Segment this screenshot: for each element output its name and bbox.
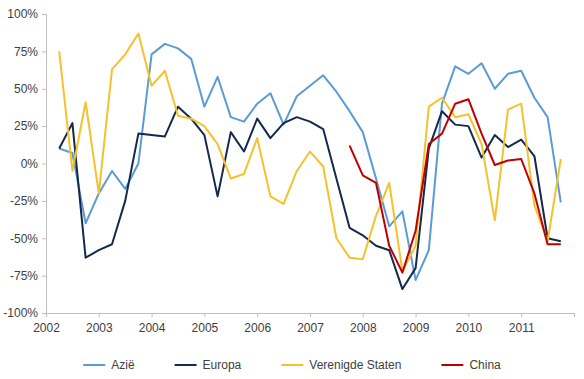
tick-label: 2005 xyxy=(192,321,219,335)
legend-swatch xyxy=(175,364,197,366)
lines xyxy=(59,33,561,289)
plot-area: -100% -75% -50% -25% 0% 25% 50% 75% 100% 2002 2003… xyxy=(3,7,574,334)
tick-label: 100% xyxy=(7,7,38,21)
tick: 2006 xyxy=(244,313,271,335)
legend: Azië Europa Verenigde Staten China xyxy=(83,358,501,372)
legend-label: Europa xyxy=(203,358,242,372)
legend-label: Verenigde Staten xyxy=(309,358,401,372)
tick-mark xyxy=(42,313,46,314)
tick: -50% xyxy=(10,232,46,246)
tick: 2008 xyxy=(350,313,377,335)
tick-label: 50% xyxy=(14,82,38,96)
tick: 2005 xyxy=(192,313,219,335)
tick: -25% xyxy=(10,194,46,208)
tick: 50% xyxy=(14,82,46,96)
tick: -75% xyxy=(10,269,46,283)
tick-label: 75% xyxy=(14,45,38,59)
tick-mark xyxy=(46,313,47,317)
tick: 0% xyxy=(21,157,46,171)
tick-label: 2002 xyxy=(33,321,60,335)
series-line xyxy=(59,107,561,289)
tick-label: 2004 xyxy=(139,321,166,335)
tick-mark xyxy=(99,313,100,317)
chart: -100% -75% -50% -25% 0% 25% 50% 75% 100% 2002 2003… xyxy=(0,0,584,379)
tick-label: 2009 xyxy=(403,321,430,335)
tick: 2003 xyxy=(86,313,113,335)
legend-swatch xyxy=(441,364,463,366)
legend-item: Europa xyxy=(175,358,242,372)
tick: 2004 xyxy=(139,313,166,335)
tick: 2010 xyxy=(456,313,483,335)
tick-label: 2011 xyxy=(509,321,535,335)
tick-mark xyxy=(42,126,46,127)
tick-label: -25% xyxy=(10,194,38,208)
tick-mark xyxy=(416,313,417,317)
tick-label: 2007 xyxy=(297,321,324,335)
tick-mark xyxy=(363,313,364,317)
axis-line xyxy=(42,15,47,314)
tick: 100% xyxy=(7,7,46,21)
tick-mark xyxy=(42,238,46,239)
tick-mark xyxy=(42,164,46,165)
tick-label: 2010 xyxy=(456,321,483,335)
tick-label: -75% xyxy=(10,269,38,283)
legend-label: Azië xyxy=(111,358,135,372)
tick-mark xyxy=(521,313,522,317)
legend-item: Verenigde Staten xyxy=(281,358,401,372)
tick-mark xyxy=(42,14,46,15)
tick: 2007 xyxy=(297,313,324,335)
legend-label: China xyxy=(469,358,501,372)
tick-label: -100% xyxy=(3,306,38,320)
tick: -100% xyxy=(3,306,46,320)
series-line xyxy=(59,33,561,271)
tick: 75% xyxy=(14,45,46,59)
tick-label: 2003 xyxy=(86,321,113,335)
tick-mark xyxy=(468,313,469,317)
tick-label: -50% xyxy=(10,232,38,246)
tick-mark xyxy=(257,313,258,317)
series-line xyxy=(350,99,561,272)
tick-label: 2006 xyxy=(244,321,271,335)
legend-swatch xyxy=(83,364,105,366)
tick-mark xyxy=(42,51,46,52)
axis-line xyxy=(47,314,575,318)
tick-label: 0% xyxy=(21,157,39,171)
tick-mark xyxy=(310,313,311,317)
tick-mark xyxy=(204,313,205,317)
tick-mark xyxy=(152,313,153,317)
y-axis: -100% -75% -50% -25% 0% 25% 50% 75% 100% xyxy=(3,7,46,320)
tick: 2011 xyxy=(509,313,535,335)
tick-label: 25% xyxy=(14,119,38,133)
tick: 2002 xyxy=(33,313,60,335)
x-axis: 2002 2003 2004 2005 2006 2007 2008 2009 2010 2011 xyxy=(33,313,574,335)
tick-mark xyxy=(42,201,46,202)
tick-label: 2008 xyxy=(350,321,377,335)
tick: 2009 xyxy=(403,313,430,335)
tick: 25% xyxy=(14,119,46,133)
legend-swatch xyxy=(281,364,303,366)
tick-mark xyxy=(42,276,46,277)
tick-mark xyxy=(42,89,46,90)
legend-item: Azië xyxy=(83,358,135,372)
legend-item: China xyxy=(441,358,501,372)
